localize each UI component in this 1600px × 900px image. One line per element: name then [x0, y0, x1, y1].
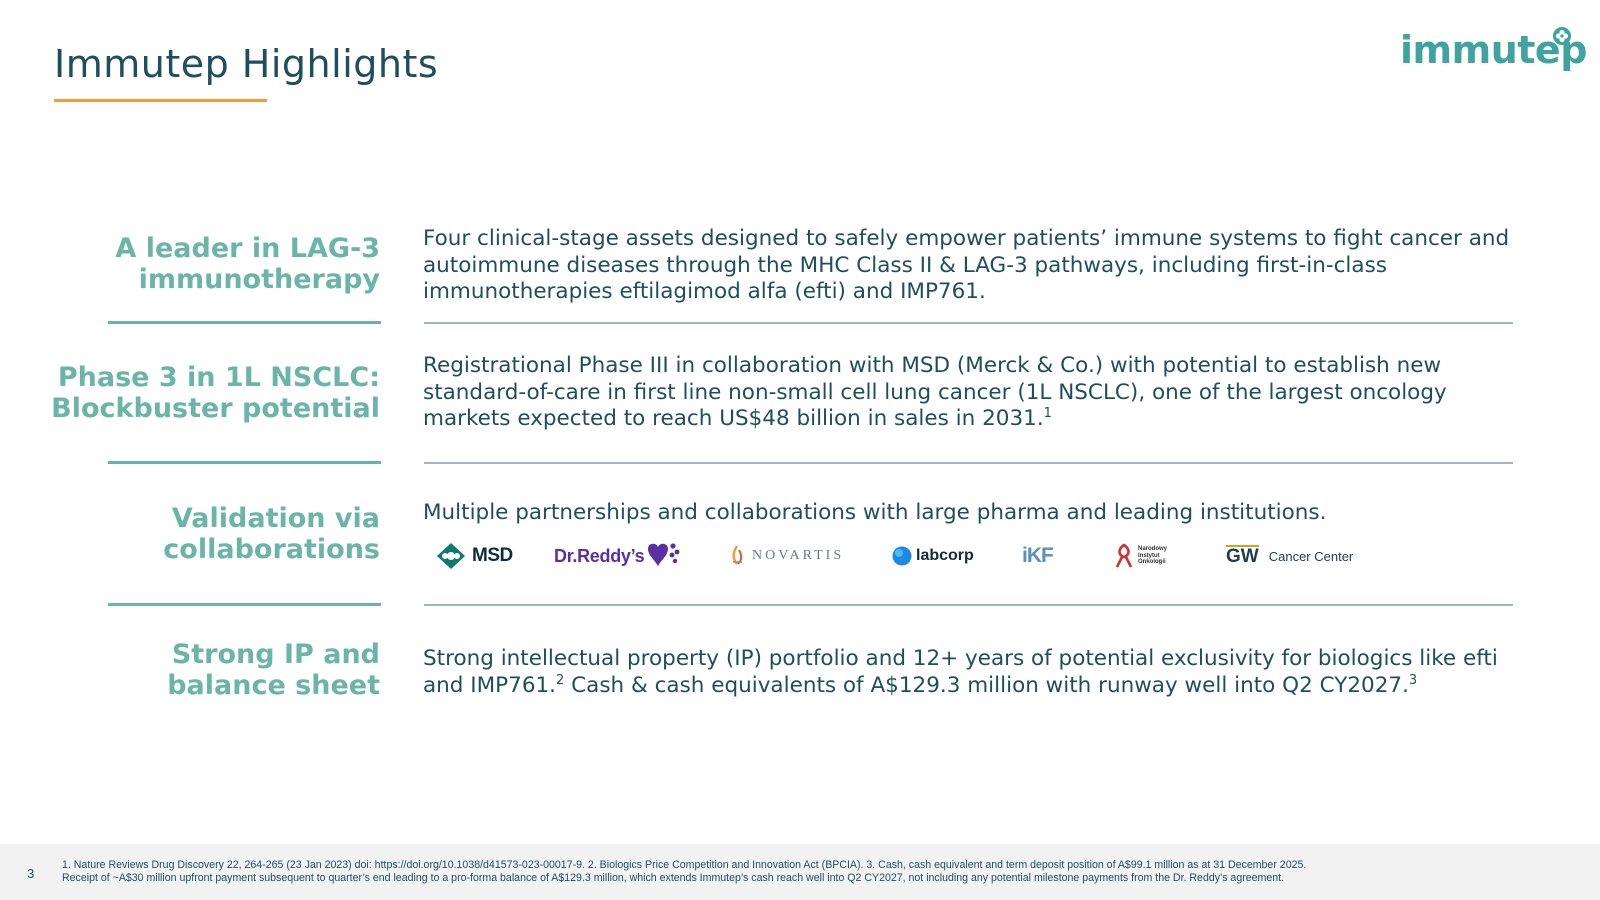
footnote-ref: 2: [556, 672, 565, 688]
heading-line: Phase 3 in 1L NSCLC:: [57, 362, 380, 393]
row-heading-lag3: A leader in LAG-3 immunotherapy: [115, 233, 380, 295]
heading-line: Strong IP and: [171, 639, 380, 670]
nio-logo: Narodowy Instytut Onkologii: [1114, 538, 1182, 574]
heading-line: A leader in LAG-3: [115, 233, 380, 264]
nio-line: Narodowy: [1138, 546, 1168, 553]
divider-left: [108, 461, 381, 464]
nio-line: Onkologii: [1138, 559, 1166, 566]
row-heading-nsclc: Phase 3 in 1L NSCLC: Blockbuster potenti…: [51, 362, 380, 424]
msd-mark-icon: [437, 543, 465, 569]
row-text-collaborations: Multiple partnerships and collaborations…: [423, 500, 1327, 525]
footnotes: 1. Nature Reviews Drug Discovery 22, 264…: [62, 859, 1582, 885]
gw-cancer-center-logo: GW Cancer Center: [1226, 538, 1353, 574]
heading-line: balance sheet: [167, 670, 380, 701]
labcorp-orb-icon: [892, 546, 912, 566]
immutep-logo: immutep: [1400, 24, 1587, 84]
row-text-body: Cash & cash equivalents of A$129.3 milli…: [564, 672, 1409, 698]
heading-line: immunotherapy: [138, 264, 380, 295]
nio-name: Narodowy Instytut Onkologii: [1138, 546, 1182, 566]
footer: 3 1. Nature Reviews Drug Discovery 22, 2…: [0, 844, 1600, 900]
logo-flower-icon: [1553, 27, 1571, 45]
partner-logos: MSD Dr.Reddy’s NOVARTIS labcorp iKF: [436, 538, 1376, 578]
row-heading-collaborations: Validation via collaborations: [163, 503, 380, 565]
divider-right: [424, 462, 1513, 464]
msd-logo: MSD: [436, 538, 513, 574]
page-number: 3: [27, 866, 35, 881]
divider-left: [108, 603, 381, 606]
row-heading-ip: Strong IP and balance sheet: [167, 639, 380, 701]
novartis-flame-icon: [732, 545, 743, 565]
heading-line: Validation via: [171, 503, 380, 534]
gw-name: Cancer Center: [1268, 548, 1354, 564]
row-text-nsclc: Registrational Phase III in collaboratio…: [423, 353, 1513, 433]
nio-line: Instytut: [1138, 552, 1160, 559]
footnote-line: 1. Nature Reviews Drug Discovery 22, 264…: [62, 859, 1307, 871]
gw-mark: GW: [1226, 545, 1259, 567]
footnote-ref: 1: [1043, 405, 1052, 421]
novartis-logo: NOVARTIS: [728, 538, 844, 574]
divider-right: [424, 322, 1513, 324]
dr-reddys-logo: Dr.Reddy’s: [554, 538, 680, 574]
msd-name: MSD: [472, 545, 513, 566]
divider-left: [108, 321, 381, 324]
divider-right: [424, 604, 1513, 606]
footnote-ref: 3: [1408, 672, 1418, 688]
footnote-line: Receipt of ~A$30 million upfront payment…: [62, 872, 1285, 884]
dr-reddys-heart-icon: [648, 543, 680, 567]
heading-line: Blockbuster potential: [51, 393, 380, 424]
ikf-name: iKF: [1022, 544, 1054, 567]
row-text-ip: Strong intellectual property (IP) portfo…: [423, 646, 1513, 699]
heading-line: collaborations: [163, 534, 380, 565]
row-text-body: Strong intellectual property (IP) portfo…: [423, 646, 1498, 698]
ikf-logo: iKF: [1022, 538, 1054, 574]
novartis-name: NOVARTIS: [752, 548, 845, 563]
labcorp-name: labcorp: [916, 547, 974, 564]
nio-ribbon-icon: [1115, 543, 1133, 568]
dr-reddys-name: Dr.Reddy’s: [554, 545, 645, 566]
labcorp-logo: labcorp: [892, 538, 974, 574]
page-title: Immutep Highlights: [54, 42, 439, 86]
title-underline: [54, 99, 267, 102]
row-text-lag3: Four clinical-stage assets designed to s…: [423, 226, 1510, 304]
row-text-body: Registrational Phase III in collaboratio…: [423, 353, 1447, 431]
